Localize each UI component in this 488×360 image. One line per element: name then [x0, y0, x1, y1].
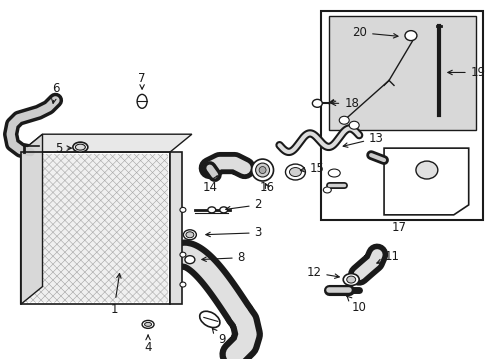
- Ellipse shape: [415, 161, 437, 179]
- Ellipse shape: [404, 31, 416, 41]
- Polygon shape: [170, 152, 182, 305]
- Ellipse shape: [183, 230, 196, 240]
- Polygon shape: [20, 134, 191, 152]
- Ellipse shape: [251, 159, 273, 181]
- Text: 5: 5: [55, 141, 71, 155]
- Text: 16: 16: [260, 181, 274, 194]
- Ellipse shape: [259, 167, 265, 174]
- Text: 15: 15: [300, 162, 324, 175]
- Ellipse shape: [255, 163, 269, 177]
- Ellipse shape: [339, 116, 348, 124]
- Text: 2: 2: [225, 198, 262, 211]
- Polygon shape: [383, 148, 468, 215]
- Text: 17: 17: [391, 221, 406, 234]
- Ellipse shape: [180, 282, 185, 287]
- Ellipse shape: [180, 207, 185, 212]
- Text: 11: 11: [376, 250, 399, 264]
- Ellipse shape: [285, 164, 305, 180]
- Ellipse shape: [327, 169, 340, 177]
- Text: 14: 14: [202, 176, 217, 194]
- Text: 18: 18: [331, 97, 358, 110]
- Text: 12: 12: [305, 266, 339, 279]
- Text: 6: 6: [52, 82, 59, 103]
- Ellipse shape: [180, 252, 185, 257]
- Text: 7: 7: [138, 72, 145, 89]
- Ellipse shape: [348, 121, 358, 129]
- Text: 3: 3: [205, 226, 262, 239]
- Ellipse shape: [75, 144, 85, 150]
- Ellipse shape: [144, 323, 151, 327]
- Bar: [328, 16, 475, 130]
- Ellipse shape: [185, 232, 193, 238]
- Text: 9: 9: [212, 328, 225, 346]
- Polygon shape: [20, 134, 42, 305]
- Ellipse shape: [219, 207, 227, 213]
- Text: 20: 20: [351, 26, 397, 39]
- Ellipse shape: [199, 311, 220, 328]
- Text: 13: 13: [343, 132, 383, 147]
- Ellipse shape: [137, 94, 147, 108]
- Ellipse shape: [323, 187, 330, 193]
- Text: 10: 10: [346, 296, 366, 314]
- Ellipse shape: [142, 320, 154, 328]
- Ellipse shape: [343, 274, 358, 285]
- Ellipse shape: [289, 167, 301, 176]
- Bar: [321, 11, 482, 220]
- Ellipse shape: [346, 276, 355, 283]
- Polygon shape: [22, 154, 168, 302]
- Text: 8: 8: [202, 251, 244, 264]
- Ellipse shape: [184, 256, 194, 264]
- Ellipse shape: [207, 207, 215, 213]
- Text: 4: 4: [144, 335, 151, 354]
- Text: 1: 1: [110, 274, 121, 316]
- Ellipse shape: [73, 142, 88, 152]
- Ellipse shape: [312, 99, 322, 107]
- Text: 19: 19: [447, 66, 485, 79]
